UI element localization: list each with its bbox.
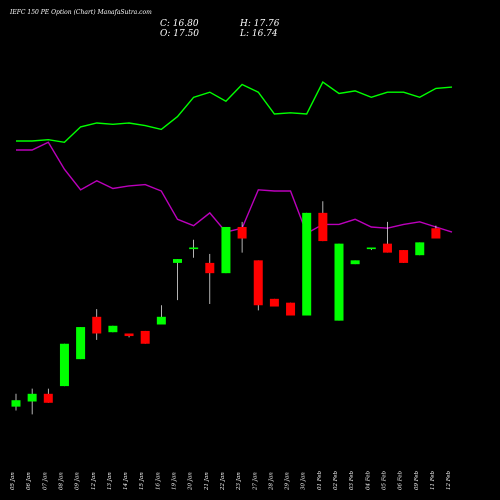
candle [140, 330, 150, 344]
candle [92, 309, 102, 340]
candle [415, 242, 425, 256]
candle [237, 221, 247, 253]
x-tick-label: 08 Jan [58, 472, 64, 490]
open-value: O: 17.50 [160, 29, 199, 39]
upper-indicator-line [16, 80, 453, 144]
candle-body-up [189, 247, 199, 250]
candle-body-down [237, 226, 247, 239]
x-tick-label: 20 Jan [188, 472, 194, 491]
x-tick-label: 14 Jan [123, 472, 129, 490]
candle-body-up [108, 325, 118, 333]
x-tick-label: 19 Jan [172, 472, 178, 490]
candle-body-down [253, 260, 263, 306]
x-tick-label: 09 Jan [75, 472, 81, 490]
x-tick-label: 02 Feb [333, 470, 339, 490]
candle [11, 393, 21, 411]
chart-title: IEFC 150 PE Option (Chart) ManafaSutra.c… [9, 9, 152, 16]
x-tick-label: 05 Jan [10, 472, 16, 490]
candle [43, 388, 53, 403]
x-tick-label: 22 Jan [220, 472, 226, 491]
candle [205, 253, 215, 304]
candle [156, 305, 166, 325]
candle-body-up [366, 247, 376, 250]
candle [221, 226, 231, 274]
x-tick-label: 12 Feb [446, 470, 452, 490]
x-tick-label: 23 Jan [236, 472, 242, 491]
x-axis-labels: 05 Jan 06 Jan 07 Jan 08 Jan 09 Jan 12 Jan 13 J… [10, 470, 452, 491]
x-tick-label: 15 Jan [139, 472, 145, 490]
candle [399, 250, 409, 263]
x-tick-label: 16 Jan [155, 472, 161, 490]
candle [350, 260, 360, 265]
x-tick-label: 09 Feb [414, 470, 420, 490]
candle [366, 247, 376, 251]
x-tick-label: 28 Jan [268, 472, 274, 491]
indicator-lines [16, 80, 453, 235]
candle-body-down [205, 262, 215, 274]
candle [382, 221, 392, 253]
candle-body-down [431, 228, 441, 239]
candle [76, 327, 86, 360]
candle [27, 388, 37, 415]
x-tick-label: 01 Feb [317, 470, 323, 490]
candle [108, 325, 118, 333]
candle [431, 225, 441, 239]
candles [11, 201, 441, 415]
candle [318, 201, 328, 242]
candle-body-down [269, 298, 279, 307]
x-tick-label: 21 Jan [204, 472, 210, 491]
candle [59, 343, 69, 387]
candle [124, 333, 134, 338]
candle-body-up [221, 226, 231, 274]
candle [189, 239, 199, 258]
candle-body-down [43, 393, 53, 403]
candle-body-up [11, 400, 21, 407]
x-tick-label: 05 Feb [381, 470, 387, 490]
lower-indicator-line [16, 141, 453, 235]
x-tick-label: 29 Jan [285, 472, 291, 491]
candle-body-down [286, 302, 296, 316]
candle [269, 298, 279, 307]
candle-body-up [156, 316, 166, 325]
close-value: C: 16.80 [160, 19, 199, 29]
high-value: H: 17.76 [239, 19, 280, 29]
x-tick-label: 06 Jan [26, 472, 32, 490]
candle-body-down [399, 250, 409, 263]
x-tick-label: 13 Jan [107, 472, 113, 490]
x-tick-label: 27 Jan [252, 472, 258, 491]
candle [173, 259, 182, 301]
candle-body-up [173, 259, 182, 263]
x-tick-label: 06 Feb [398, 470, 404, 490]
candle [334, 243, 344, 321]
candle-body-down [382, 243, 392, 253]
candle-body-up [415, 242, 425, 256]
x-tick-label: 04 Feb [365, 470, 371, 490]
candle-body-up [59, 343, 69, 387]
candle-body-up [334, 243, 344, 321]
low-value: L: 16.74 [239, 29, 278, 39]
x-tick-label: 12 Jan [91, 472, 97, 490]
x-tick-label: 07 Jan [42, 472, 48, 490]
candle-body-down [318, 212, 328, 242]
x-tick-label: 03 Feb [349, 470, 355, 490]
candle-body-up [302, 212, 312, 316]
candle-body-up [350, 260, 360, 265]
candle-body-down [140, 330, 150, 344]
x-tick-label: 11 Feb [430, 470, 436, 490]
x-tick-label: 30 Jan [301, 472, 307, 490]
candle-body-up [76, 327, 86, 360]
candle-body-down [92, 316, 102, 334]
candle-body-up [27, 393, 37, 402]
candle [253, 260, 263, 311]
candle-body-down [124, 333, 134, 337]
candle [302, 212, 312, 316]
candle [286, 302, 296, 316]
